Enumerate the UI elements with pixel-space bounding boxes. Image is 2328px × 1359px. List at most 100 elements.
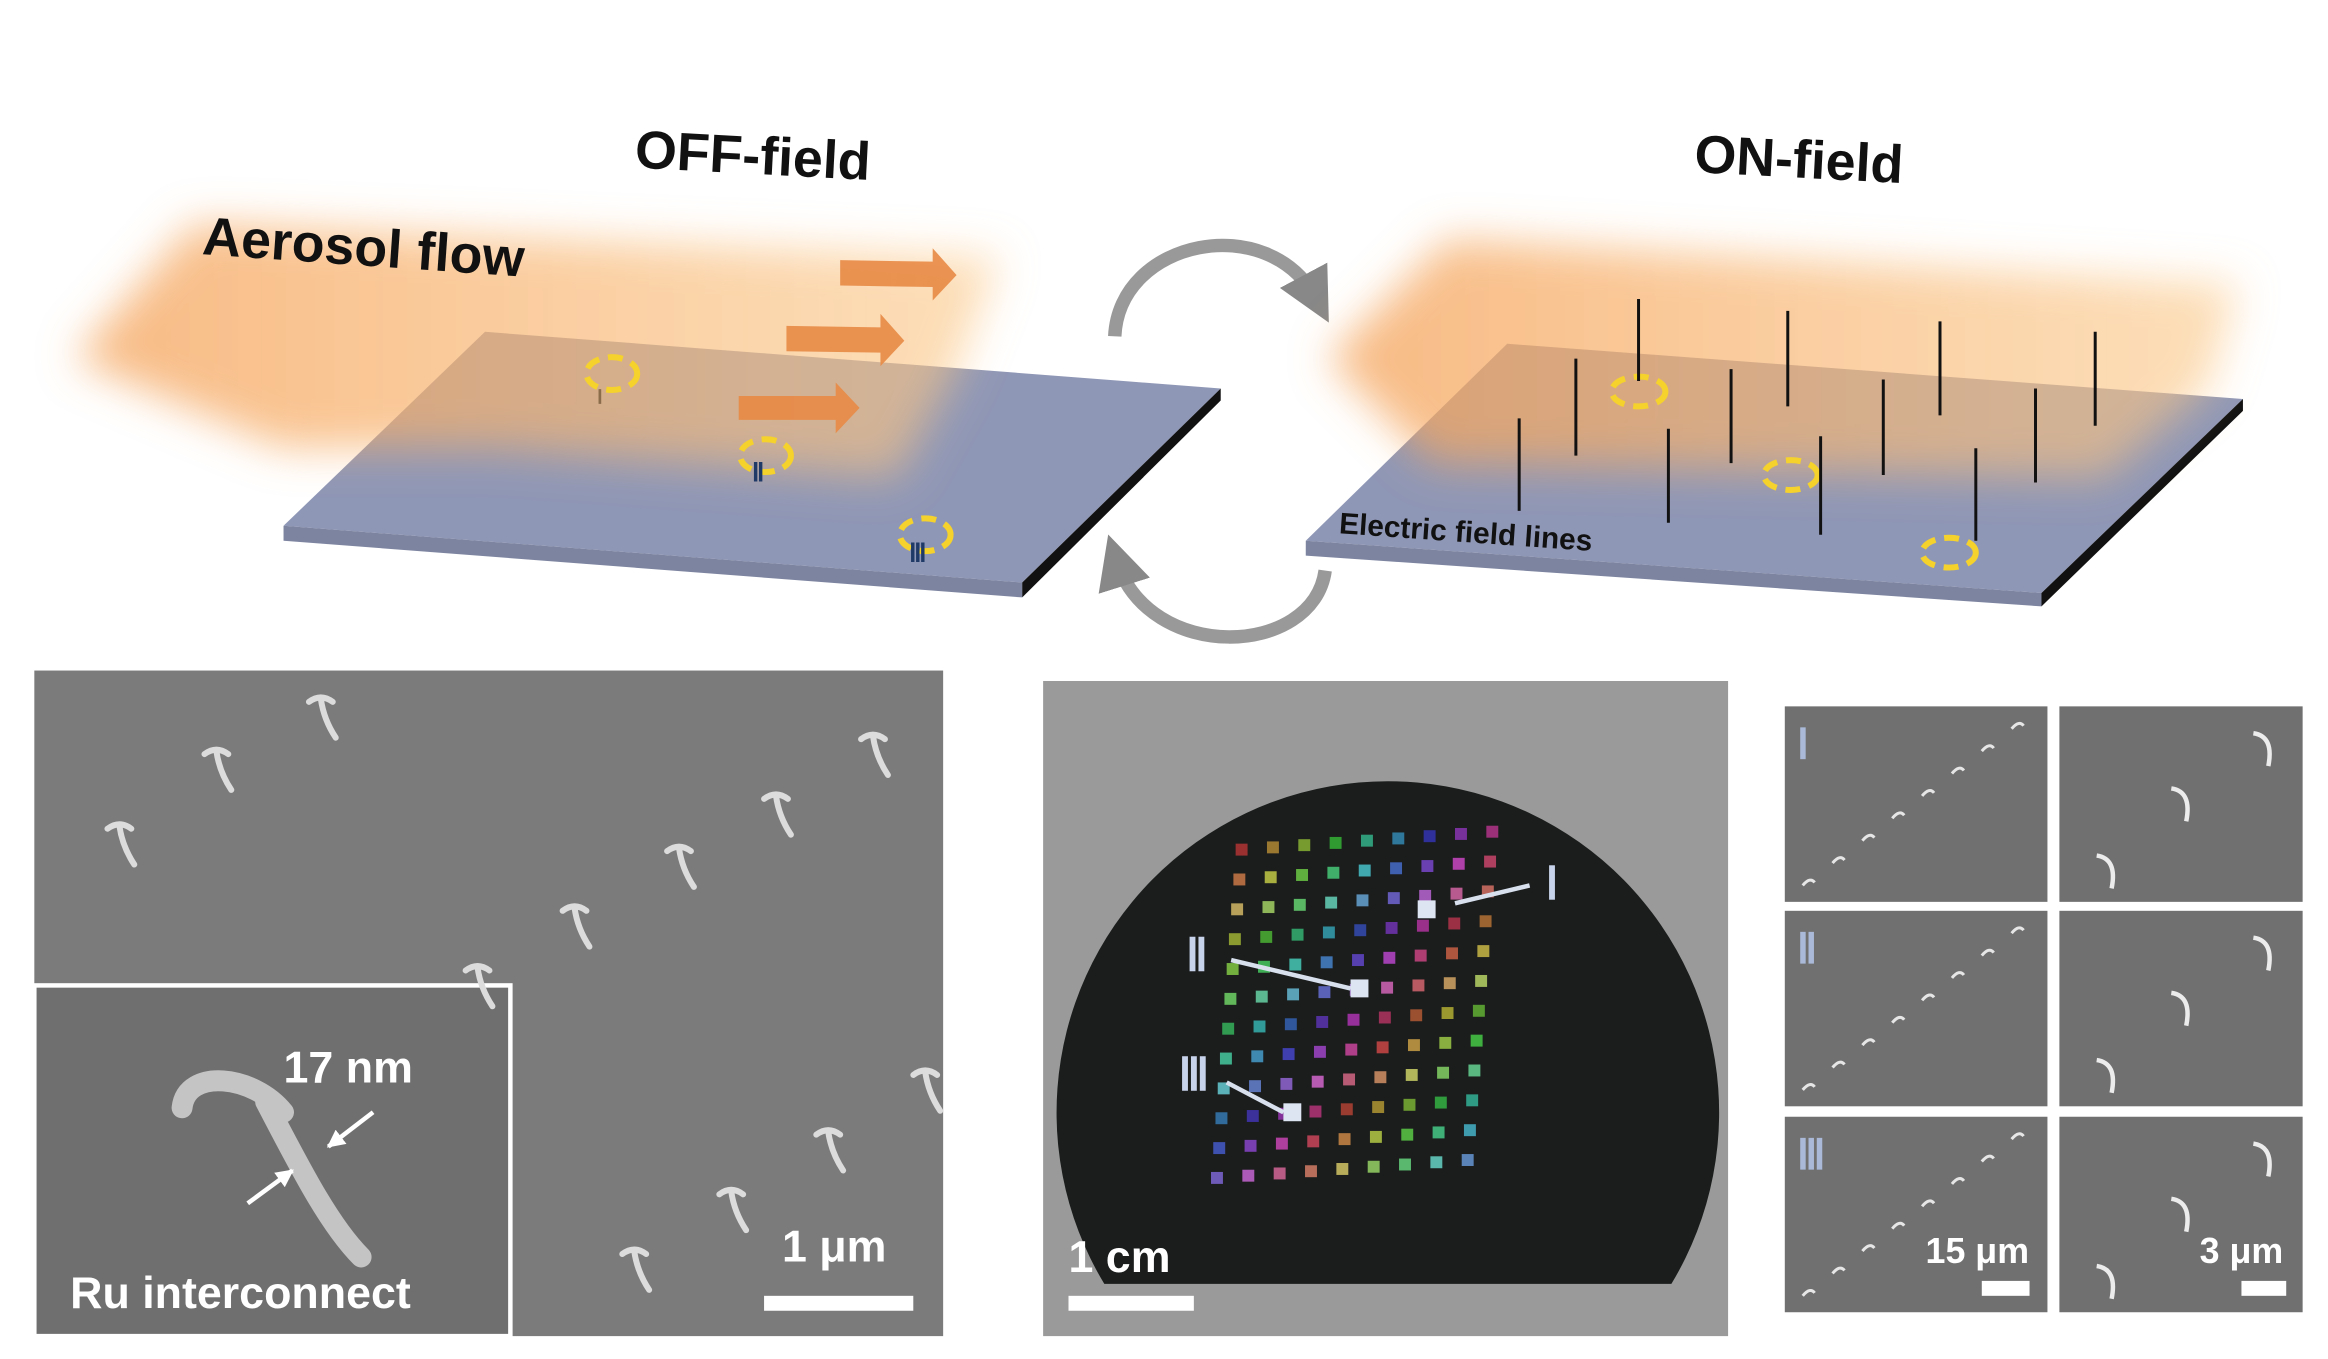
nanowire [1801, 878, 1816, 887]
pixel [1475, 974, 1488, 987]
site-label: Ⅲ [1178, 1050, 1209, 1100]
pixel [1392, 832, 1405, 845]
site-label: Ⅰ [1545, 859, 1558, 909]
pixel [1430, 1156, 1443, 1169]
pixel [1421, 860, 1434, 873]
pixel [1246, 1110, 1259, 1122]
pixel [1266, 841, 1279, 854]
sem-panel [1784, 910, 2048, 1107]
pixel [1244, 1139, 1257, 1152]
pixel [1262, 901, 1275, 914]
nanowire [858, 731, 891, 778]
pixel [1450, 887, 1463, 900]
pixel [1455, 827, 1467, 840]
pixel [1410, 1009, 1423, 1022]
pixel [1470, 1034, 1483, 1047]
scale-bar-label: 15 μm [1926, 1231, 2030, 1271]
pixel [1372, 1101, 1385, 1114]
pixel [1338, 1133, 1351, 1146]
sem-panel [1784, 1116, 2048, 1313]
nanowire [1891, 811, 1906, 820]
array-panels: Ⅰ Ⅱ Ⅲ 15 μm 3 μm [1784, 706, 2303, 1313]
pixel [1376, 1041, 1389, 1054]
nanowire [1920, 1199, 1936, 1208]
pixel [1215, 1112, 1228, 1125]
pixel [1305, 1165, 1317, 1178]
nanowire [1891, 1221, 1906, 1230]
nanowire [201, 746, 235, 793]
pixel [1284, 1018, 1297, 1031]
pixel [1329, 836, 1342, 849]
sem-panel [2059, 910, 2303, 1107]
scale-bar [2241, 1280, 2287, 1296]
pixel [1463, 1124, 1476, 1137]
nanowire [1861, 833, 1876, 842]
nanowire [2010, 721, 2025, 730]
pixel [1235, 843, 1248, 856]
nanowire [1980, 948, 1995, 957]
on-field-scheme: Electric field lines ON-field [1305, 124, 2243, 607]
switch-arrows [1098, 238, 1332, 644]
pixel [1439, 1036, 1452, 1049]
nanowire [2252, 731, 2272, 767]
nanowire [1831, 1266, 1846, 1275]
pixel [1228, 933, 1241, 946]
nanowire [462, 963, 496, 1010]
site-label: Ⅲ [909, 540, 926, 568]
pixel [1448, 917, 1461, 930]
pixel [1405, 1068, 1418, 1081]
pixel [1327, 866, 1340, 879]
pixel [1320, 956, 1333, 969]
pixel [1414, 949, 1427, 962]
pixel [1367, 1160, 1380, 1173]
pixel [1412, 979, 1425, 992]
pixel [1219, 1052, 1232, 1065]
pixel [1358, 864, 1371, 877]
pixel [1481, 885, 1494, 898]
nanowire [1861, 1038, 1876, 1047]
pixel [1423, 830, 1436, 843]
pixel [1316, 1016, 1329, 1028]
pixel [1249, 1080, 1261, 1093]
pixel [1461, 1154, 1474, 1166]
pixel [1441, 1007, 1454, 1019]
nanowire [104, 821, 138, 868]
inset-caption: Ru interconnect [70, 1268, 411, 1318]
nanowire [2096, 853, 2116, 889]
pixel [1416, 919, 1429, 932]
scale-bar-label: 1 cm [1068, 1232, 1170, 1282]
nanowire [2252, 935, 2272, 971]
off-field-title: OFF-field [634, 120, 873, 192]
pixel [1253, 1020, 1266, 1033]
pixel [1280, 1077, 1293, 1090]
pixel [1347, 1013, 1360, 1026]
pixel [1352, 954, 1364, 967]
pixel [1242, 1169, 1255, 1182]
nanowire [664, 843, 697, 890]
nanowire [2170, 1196, 2190, 1233]
pixel [1255, 990, 1268, 1003]
pixel [1477, 945, 1490, 958]
pixel [1233, 873, 1246, 886]
pixel [1289, 958, 1302, 971]
nanowire [619, 1246, 653, 1293]
pixel [1275, 1137, 1288, 1150]
nanowire [1920, 993, 1936, 1002]
pixel [1407, 1039, 1420, 1052]
pixel [1343, 1073, 1356, 1086]
nanowire [1831, 1060, 1846, 1069]
pixel [1385, 922, 1398, 934]
nanowire [1950, 766, 1966, 775]
pixel [1264, 871, 1277, 884]
wafer-photo: Ⅰ Ⅱ Ⅲ 1 cm [1043, 680, 1729, 1337]
pixel [1273, 1167, 1286, 1180]
nanowire [1950, 1177, 1966, 1185]
pixel [1466, 1094, 1479, 1107]
pixel [1217, 1082, 1230, 1095]
pixel [1390, 862, 1403, 875]
pixel [1383, 951, 1396, 964]
pixel [1309, 1105, 1322, 1118]
pixel [1336, 1163, 1349, 1175]
pixel [1468, 1064, 1481, 1077]
